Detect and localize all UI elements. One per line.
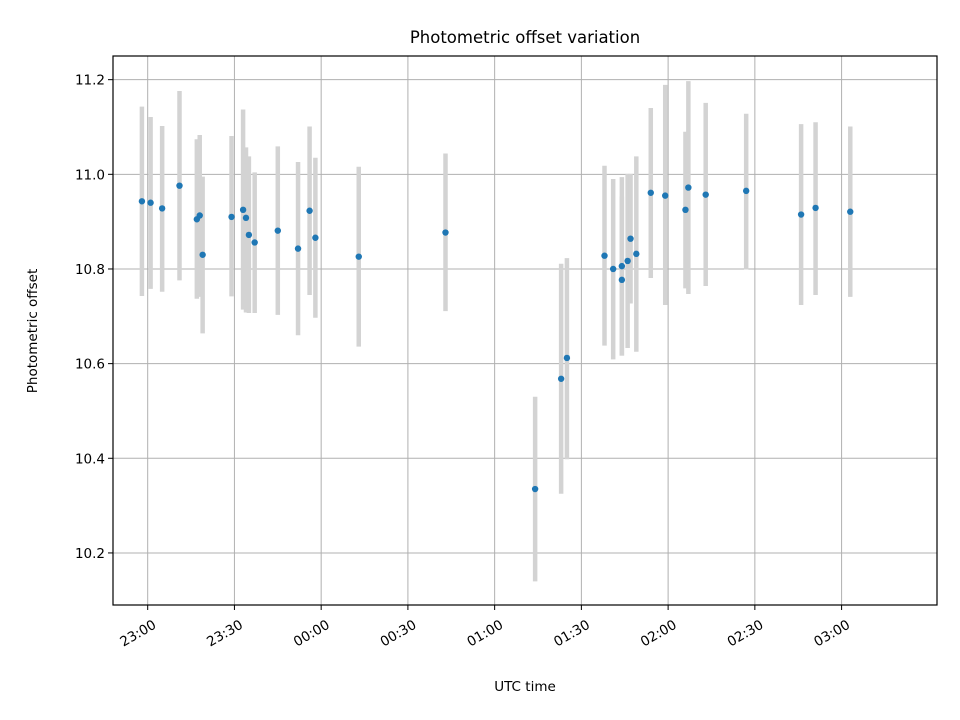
data-point — [199, 251, 206, 258]
data-point — [682, 206, 689, 214]
chart-title: Photometric offset variation — [410, 28, 640, 47]
x-tick-label: 03:00 — [811, 617, 853, 650]
data-point — [624, 257, 631, 265]
data-point — [294, 245, 302, 252]
data-point — [274, 227, 281, 234]
y-axis-ticks: 10.2 10.4 10.6 10.8 11.0 11.2 — [75, 73, 113, 562]
data-point — [138, 198, 146, 205]
data-point — [601, 252, 608, 259]
x-tick-label: 00:00 — [291, 617, 333, 650]
data-point — [251, 239, 258, 246]
data-point — [442, 229, 449, 236]
data-point — [176, 182, 183, 189]
data-point — [355, 253, 362, 260]
data-point — [239, 206, 247, 214]
data-point — [609, 265, 617, 273]
data-point — [797, 211, 805, 218]
y-tick-label: 11.2 — [75, 73, 105, 89]
x-grid — [147, 56, 843, 605]
data-point — [633, 250, 640, 258]
x-tick-label: 00:30 — [378, 617, 420, 650]
data-point — [702, 191, 709, 198]
data-point — [685, 184, 692, 191]
data-point — [563, 354, 571, 362]
data-point — [245, 231, 253, 239]
data-point — [228, 213, 235, 221]
data-point — [647, 189, 654, 196]
x-tick-label: 02:30 — [725, 617, 767, 650]
data-point — [242, 214, 250, 222]
y-tick-label: 11.0 — [75, 167, 105, 183]
x-axis-ticks: 23:00 23:30 00:00 00:30 01:00 01:30 02:00 02:30… — [117, 605, 853, 650]
x-tick-label: 02:00 — [638, 617, 680, 650]
data-point — [196, 212, 203, 219]
data-point — [147, 199, 154, 206]
y-axis-label: Photometric offset — [25, 269, 41, 393]
data-point — [627, 235, 634, 242]
y-tick-label: 10.2 — [75, 546, 105, 562]
data-point — [306, 207, 313, 214]
data-point — [158, 205, 166, 212]
data-point — [618, 276, 626, 284]
x-tick-label: 01:00 — [464, 617, 506, 650]
data-point — [812, 204, 819, 212]
x-tick-label: 23:00 — [117, 617, 159, 650]
y-tick-label: 10.4 — [75, 451, 105, 467]
data-point — [618, 262, 626, 270]
y-tick-label: 10.8 — [75, 262, 105, 278]
y-tick-label: 10.6 — [75, 357, 105, 373]
error-bars — [139, 81, 853, 582]
x-tick-label: 23:30 — [204, 617, 246, 650]
plot-frame — [112, 55, 938, 606]
data-point — [531, 485, 539, 493]
data-point — [312, 234, 319, 241]
data-point — [557, 375, 565, 382]
data-point — [662, 192, 669, 199]
data-point — [742, 187, 750, 195]
data-points — [138, 182, 854, 493]
x-tick-label: 01:30 — [551, 617, 593, 650]
x-axis-label: UTC time — [494, 679, 556, 695]
data-point — [847, 208, 854, 215]
